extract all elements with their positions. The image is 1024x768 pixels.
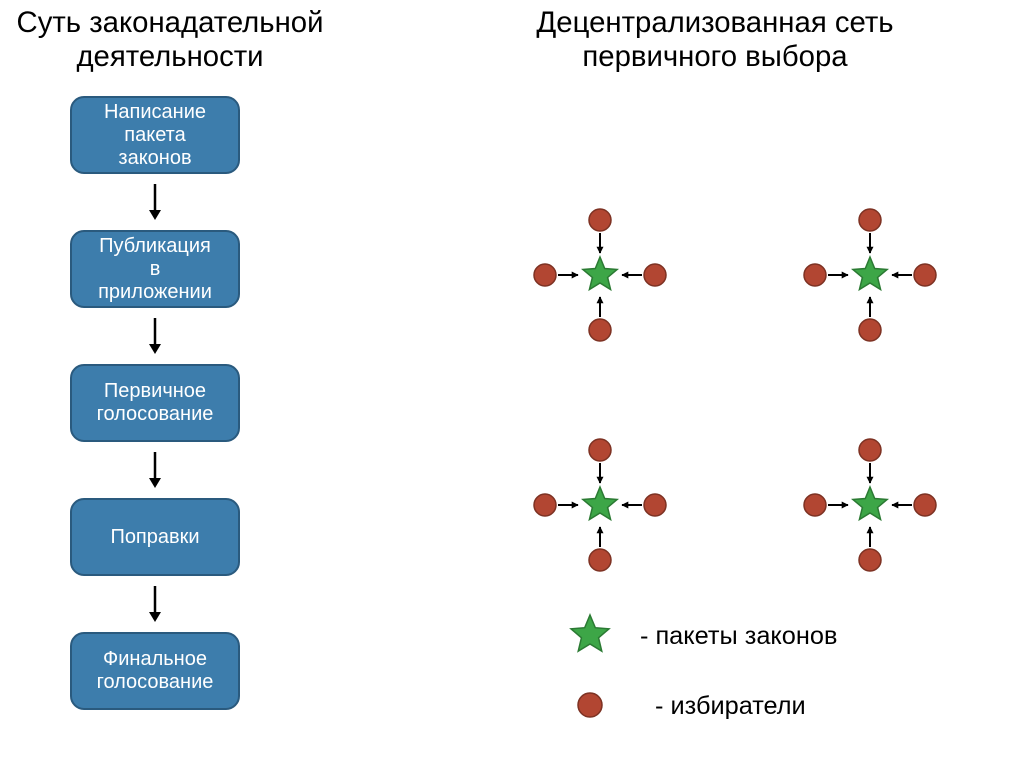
voter-node	[859, 319, 881, 341]
voter-node	[589, 439, 611, 461]
flow-arrow-3	[145, 586, 165, 622]
star-icon	[853, 257, 887, 290]
cluster-2	[534, 439, 666, 571]
flow-arrow-1	[145, 318, 165, 354]
star-icon	[583, 487, 617, 520]
legend-star-icon	[571, 615, 609, 651]
voter-node	[589, 319, 611, 341]
voter-node	[644, 264, 666, 286]
voter-node	[589, 209, 611, 231]
flow-step-3: Поправки	[70, 498, 240, 576]
legend-node-label: - избиратели	[655, 692, 806, 721]
voter-node	[859, 209, 881, 231]
left-title: Суть законадательнойдеятельности	[0, 6, 340, 73]
flow-arrow-2	[145, 452, 165, 488]
flow-arrow-0	[145, 184, 165, 220]
flow-step-0: Написаниепакетазаконов	[70, 96, 240, 174]
voter-node	[914, 264, 936, 286]
flow-step-label: Первичноеголосование	[97, 380, 214, 426]
voter-node	[534, 494, 556, 516]
voter-node	[859, 549, 881, 571]
flow-step-label: Написаниепакетазаконов	[104, 101, 206, 170]
flow-step-label: Поправки	[110, 526, 199, 549]
voter-node	[859, 439, 881, 461]
legend-star-label: - пакеты законов	[640, 622, 837, 651]
cluster-0	[534, 209, 666, 341]
star-icon	[853, 487, 887, 520]
legend-node-icon	[578, 693, 602, 717]
flow-step-label: Финальноеголосование	[97, 648, 214, 694]
voter-node	[914, 494, 936, 516]
star-icon	[583, 257, 617, 290]
right-title: Децентрализованная сетьпервичного выбора	[430, 6, 1000, 73]
cluster-1	[804, 209, 936, 341]
flow-step-label: Публикациявприложении	[98, 235, 212, 304]
voter-node	[644, 494, 666, 516]
voter-node	[534, 264, 556, 286]
voter-node	[589, 549, 611, 571]
flow-step-4: Финальноеголосование	[70, 632, 240, 710]
cluster-3	[804, 439, 936, 571]
voter-node	[804, 264, 826, 286]
voter-node	[804, 494, 826, 516]
flow-step-2: Первичноеголосование	[70, 364, 240, 442]
flow-step-1: Публикациявприложении	[70, 230, 240, 308]
